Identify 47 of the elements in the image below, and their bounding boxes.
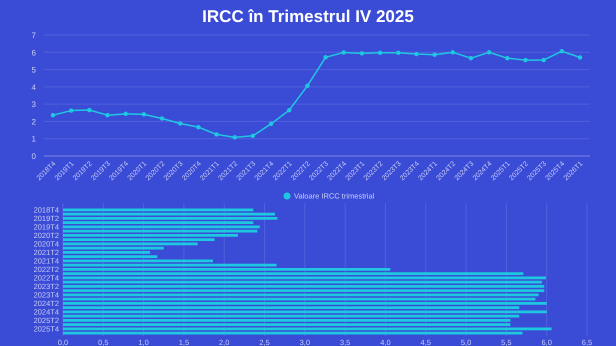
bar [63, 230, 258, 233]
point [468, 56, 474, 60]
bar [63, 302, 547, 305]
y-tick-label: 0 [32, 152, 37, 161]
y-tick-label: 2 [32, 117, 37, 126]
point [305, 84, 310, 88]
y-tick-label: 1 [32, 134, 37, 144]
point [123, 112, 128, 116]
point [87, 108, 92, 112]
point [342, 50, 346, 55]
point [160, 116, 164, 121]
y-tick-label: 5 [32, 66, 37, 75]
point [68, 108, 74, 113]
point [196, 124, 201, 130]
point [578, 55, 582, 60]
point [178, 121, 182, 126]
chart-title: IRCC în Trimestrul IV 2025 [202, 7, 414, 26]
y-tick-label: 7 [32, 31, 37, 40]
bar [63, 276, 546, 280]
point [432, 52, 437, 57]
point [486, 50, 492, 54]
point [232, 135, 237, 140]
y-tick-label: 4 [32, 82, 37, 92]
point [250, 134, 256, 138]
bar [63, 280, 542, 284]
bar [63, 216, 278, 220]
point [414, 52, 419, 56]
point [214, 132, 219, 137]
point [523, 58, 528, 62]
point [396, 50, 400, 56]
point [560, 49, 564, 54]
bar [63, 284, 544, 288]
point [142, 112, 146, 117]
bar [63, 225, 260, 228]
bar [63, 289, 544, 292]
point [287, 108, 292, 112]
y-tick-label: 6 [32, 48, 37, 58]
point [268, 122, 274, 126]
point [50, 113, 56, 118]
point [378, 50, 382, 56]
y-tick-label: 3 [32, 100, 37, 110]
point [541, 58, 546, 62]
point [505, 56, 510, 60]
point [360, 51, 364, 56]
point [323, 55, 328, 60]
point [105, 113, 110, 118]
point [450, 50, 455, 54]
